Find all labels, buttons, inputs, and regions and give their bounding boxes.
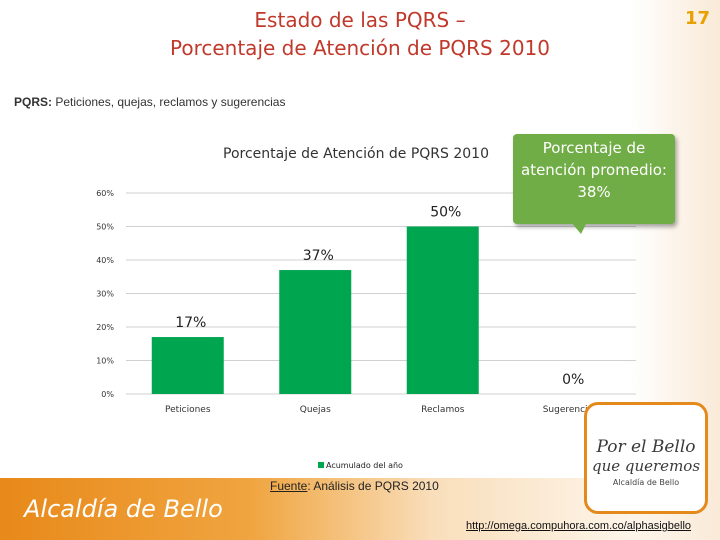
legend-label: Acumulado del año <box>326 461 403 470</box>
bar <box>151 337 224 394</box>
page-title: Estado de las PQRS – Porcentaje de Atenc… <box>150 6 570 62</box>
title-line-2: Porcentaje de Atención de PQRS 2010 <box>170 36 550 60</box>
y-tick-label: 30% <box>96 290 114 299</box>
source-text: : Análisis de PQRS 2010 <box>307 479 439 493</box>
x-tick-label: Reclamos <box>421 405 465 415</box>
callout-tail <box>571 222 587 234</box>
legend-swatch <box>318 462 324 468</box>
logo-badge: Por el Bello que queremos Alcaldía de Be… <box>584 402 708 514</box>
y-tick-label: 60% <box>96 189 114 198</box>
pqrs-note-text: Peticiones, quejas, reclamos y sugerenci… <box>52 95 286 109</box>
logo-line-3: Alcaldía de Bello <box>612 478 680 487</box>
x-tick-label: Sugerencias <box>543 405 598 415</box>
logo-line-2: que queremos <box>591 457 701 475</box>
data-label: 37% <box>303 248 334 264</box>
pqrs-note-label: PQRS: <box>14 95 53 109</box>
pqrs-note: PQRS: Peticiones, quejas, reclamos y sug… <box>14 95 285 109</box>
footer-brand: Alcaldía de Bello <box>24 495 223 523</box>
y-tick-label: 50% <box>96 223 114 232</box>
bar <box>279 270 352 394</box>
logo-line-1: Por el Bello <box>596 437 696 457</box>
average-callout: Porcentaje de atención promedio: 38% <box>513 134 675 224</box>
data-label: 50% <box>430 205 461 221</box>
chart-title: Porcentaje de Atención de PQRS 2010 <box>223 146 489 162</box>
y-tick-label: 40% <box>96 256 114 265</box>
y-tick-label: 20% <box>96 323 114 332</box>
y-tick-label: 10% <box>96 357 114 366</box>
data-label: 0% <box>562 372 584 388</box>
page-number: 17 <box>684 8 710 29</box>
y-tick-label: 0% <box>101 390 114 399</box>
x-tick-label: Quejas <box>300 405 331 415</box>
footer-url[interactable]: http://omega.compuhora.com.co/alphasigbe… <box>466 520 692 532</box>
source-label: Fuente <box>270 479 308 493</box>
bar <box>406 226 479 394</box>
x-tick-label: Peticiones <box>165 405 211 415</box>
data-label: 17% <box>175 315 206 331</box>
source-note: Fuente: Análisis de PQRS 2010 <box>270 479 439 493</box>
title-line-1: Estado de las PQRS – <box>254 8 466 32</box>
